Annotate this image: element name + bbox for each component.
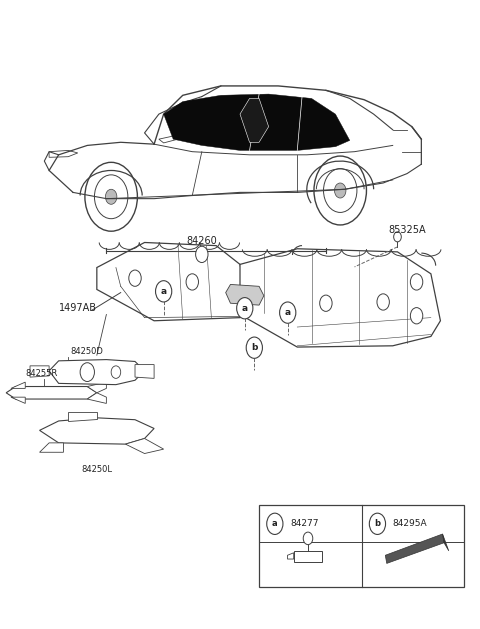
Polygon shape [164,94,350,150]
Polygon shape [385,534,444,564]
Circle shape [280,302,296,323]
Polygon shape [6,386,97,399]
Text: b: b [374,520,381,528]
Circle shape [394,232,401,242]
Circle shape [111,366,120,379]
Polygon shape [226,284,264,305]
Text: 84260: 84260 [186,237,217,246]
Circle shape [303,532,313,545]
Polygon shape [240,248,441,347]
Polygon shape [87,382,107,392]
Circle shape [320,295,332,311]
Circle shape [80,363,95,382]
Circle shape [314,156,366,225]
Circle shape [196,246,208,262]
Text: 84255R: 84255R [25,369,58,379]
Text: 85325A: 85325A [388,225,426,235]
Polygon shape [30,366,49,377]
Polygon shape [443,534,449,551]
Circle shape [377,294,389,310]
Polygon shape [11,382,25,388]
Polygon shape [39,443,63,452]
Circle shape [156,281,172,302]
Polygon shape [159,136,178,143]
Circle shape [106,189,117,204]
Text: 84295A: 84295A [393,520,427,528]
Text: a: a [242,304,248,313]
Circle shape [85,162,137,231]
Circle shape [369,513,385,535]
Circle shape [129,270,141,286]
Polygon shape [97,243,250,321]
Circle shape [410,308,423,324]
Circle shape [95,175,128,219]
Text: a: a [161,287,167,296]
Polygon shape [294,551,323,562]
Polygon shape [49,150,78,157]
Polygon shape [135,365,154,379]
Polygon shape [68,411,97,421]
Text: 84277: 84277 [290,520,319,528]
FancyBboxPatch shape [259,506,464,587]
Text: b: b [251,343,257,352]
Polygon shape [125,438,164,454]
Text: a: a [285,308,291,317]
Polygon shape [11,397,25,403]
Polygon shape [240,99,269,142]
Text: 84250L: 84250L [81,465,112,474]
Polygon shape [87,392,107,403]
Circle shape [237,298,253,319]
Text: 84250D: 84250D [71,347,104,357]
Polygon shape [49,360,144,385]
Polygon shape [39,418,154,444]
Circle shape [410,274,423,290]
Circle shape [324,169,357,213]
Circle shape [335,183,346,198]
Circle shape [267,513,283,535]
Circle shape [246,337,263,359]
Polygon shape [288,553,294,559]
Text: a: a [272,520,277,528]
Circle shape [186,274,199,290]
Text: 1497AB: 1497AB [59,303,96,313]
